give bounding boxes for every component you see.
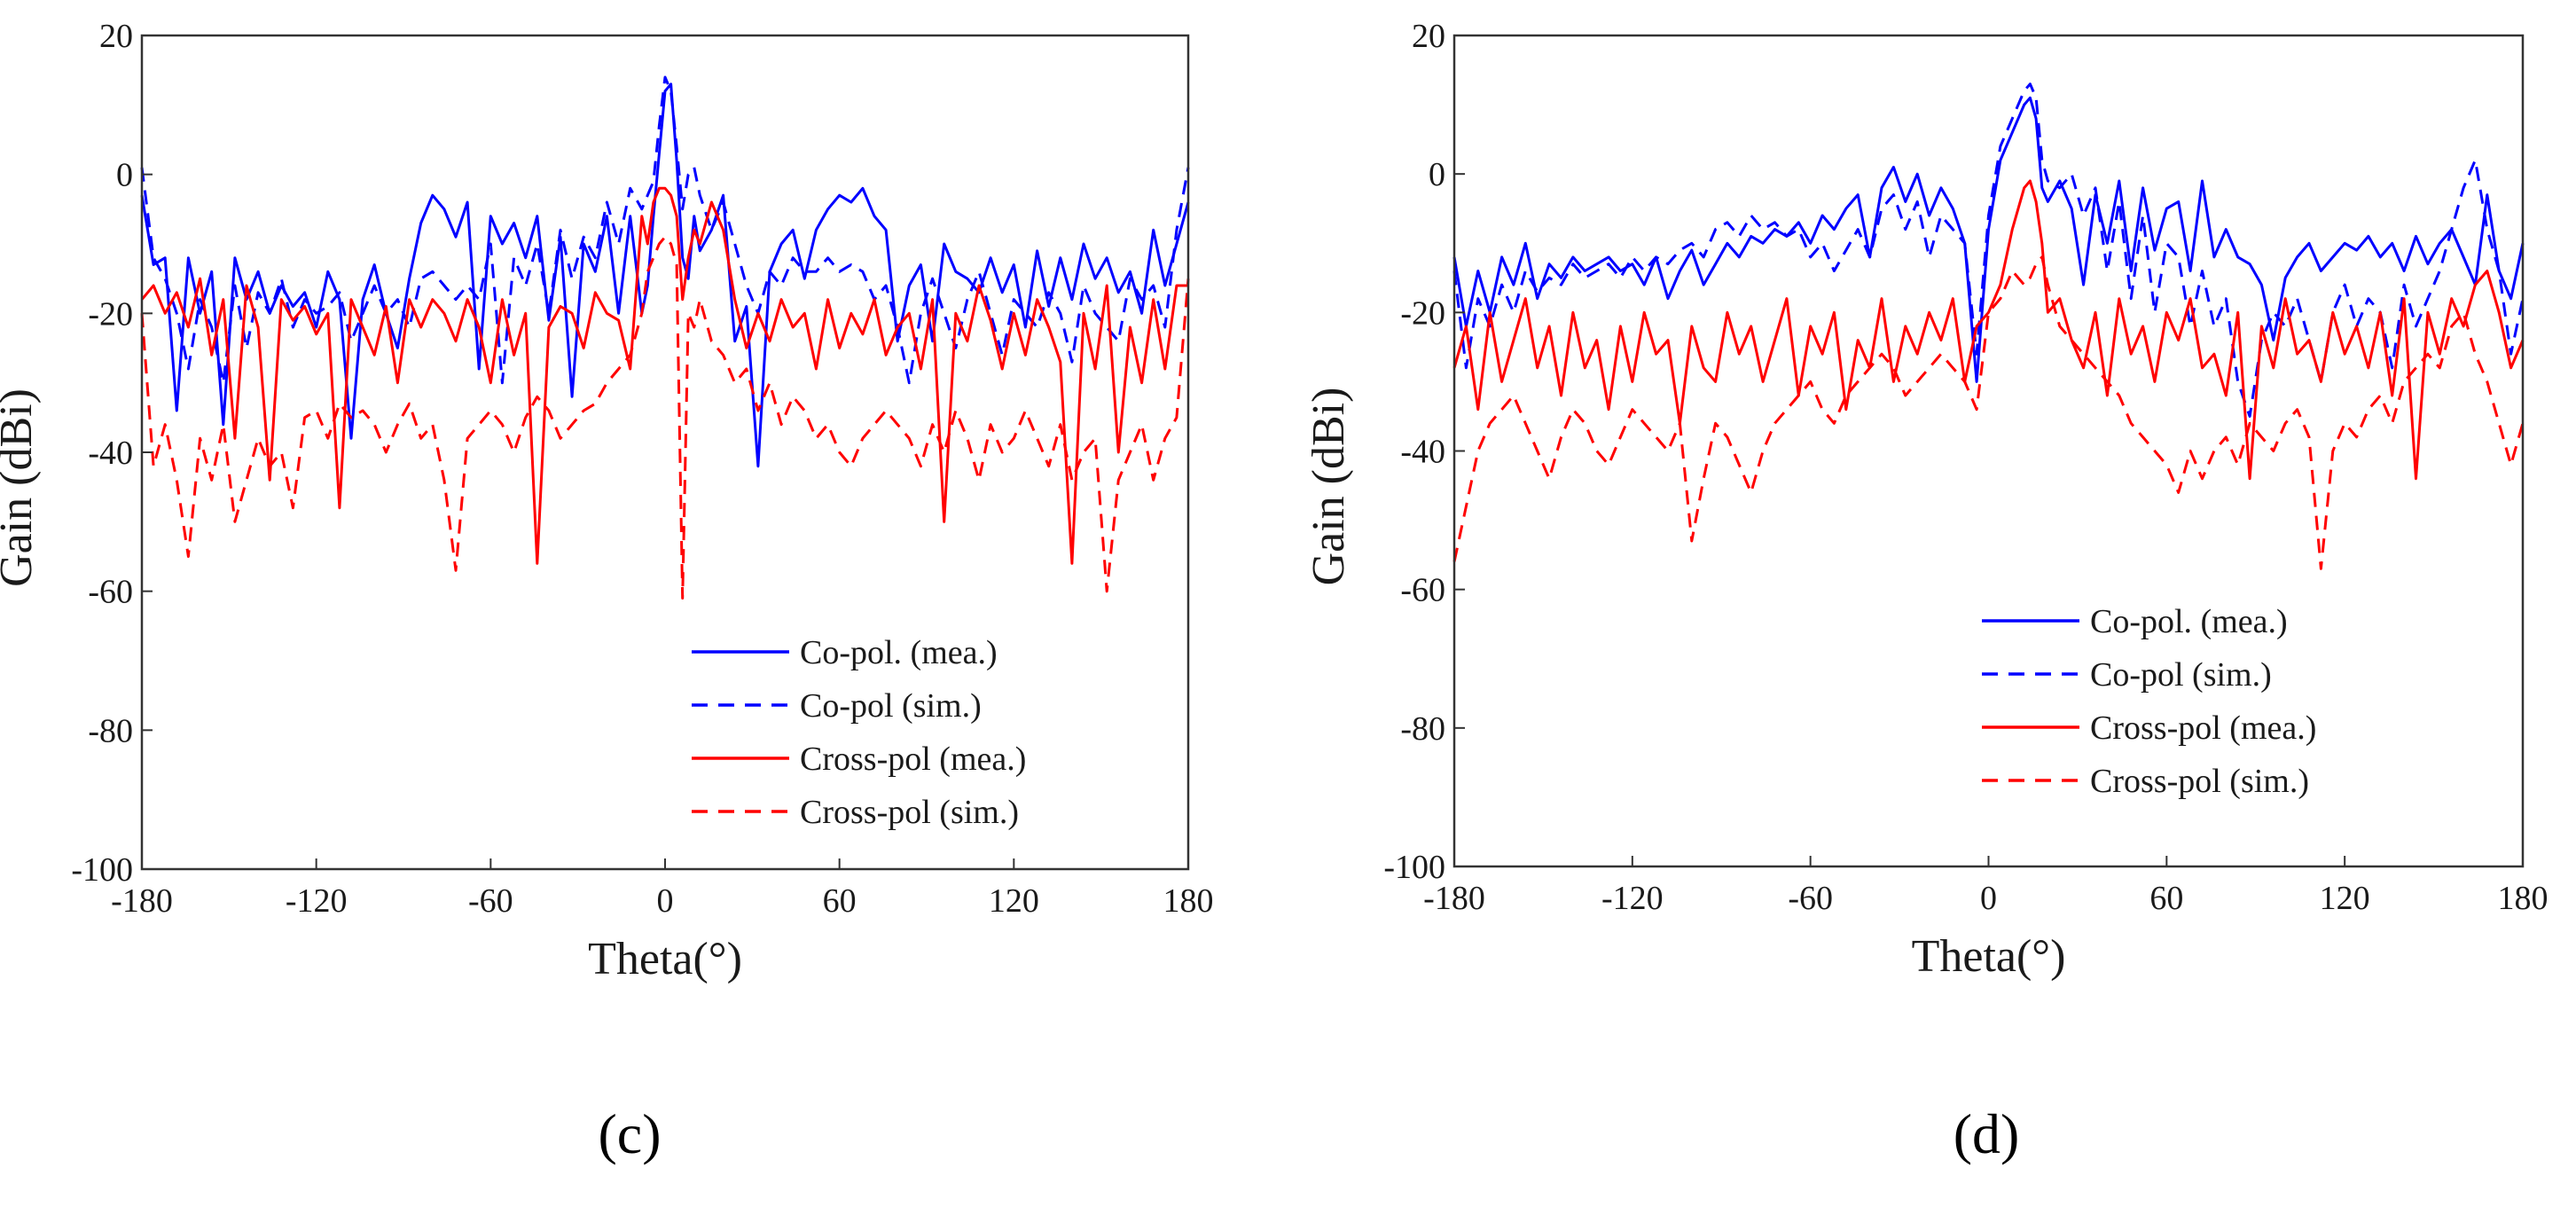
series-line-co-pol-mea: [140, 82, 1190, 468]
tick-marks: [1453, 35, 2524, 867]
y-tick-label: -20: [88, 295, 133, 333]
x-tick-label: 0: [1980, 880, 1997, 917]
series-line-cross-pol-sim: [140, 235, 1190, 600]
legend-label: Cross-pol (sim.): [2090, 763, 2309, 800]
series-line-co-pol-sim: [1452, 82, 2525, 418]
legend-label: Cross-pol (mea.): [2090, 709, 2316, 747]
tick-marks: [141, 35, 1189, 870]
x-tick-label: 60: [2149, 880, 2183, 917]
x-tick-label: -180: [111, 882, 173, 920]
panel-caption-d: (d): [1954, 1102, 2020, 1165]
legend: Co-pol. (mea.) Co-pol (sim.) Cross-pol (me…: [692, 634, 1026, 831]
legend-label: Co-pol (sim.): [2090, 656, 2272, 694]
x-tick-label: 180: [1163, 882, 1214, 920]
y-tick-label: 0: [116, 157, 133, 194]
series-line-co-pol-mea: [1452, 96, 2525, 383]
x-tick-label: -60: [1788, 880, 1833, 917]
tick-labels: -180 -120 -60 0 60 120 180 -100 -80 -60 -40 -20 0 20: [1383, 18, 2548, 917]
x-tick-label: -180: [1423, 880, 1485, 917]
y-tick-label: -20: [1400, 294, 1445, 332]
legend-label: Cross-pol (sim.): [800, 794, 1019, 831]
y-axis-label: Gain (dBi): [0, 388, 42, 587]
y-tick-label: -80: [88, 712, 133, 749]
x-tick-label: 120: [989, 882, 1039, 920]
y-tick-label: 0: [1429, 156, 1445, 193]
y-axis-label: Gain (dBi): [1304, 388, 1354, 586]
y-tick-label: -100: [71, 851, 133, 889]
panel-caption-c: (c): [598, 1102, 661, 1165]
chart-panel-d: -180 -120 -60 0 60 120 180-100-80-60-40-20020 …: [1304, 18, 2549, 1165]
y-tick-label: -60: [88, 574, 133, 611]
y-tick-label: -40: [1400, 434, 1445, 471]
y-tick-label: -100: [1383, 849, 1445, 886]
series-layer: [140, 75, 1190, 600]
y-tick-label: -40: [88, 435, 133, 472]
y-tick-label: -60: [1400, 572, 1445, 609]
series-line-cross-pol-mea: [140, 186, 1188, 565]
series-layer: [1452, 82, 2525, 570]
series-line-cross-pol-mea: [1452, 179, 2525, 481]
legend-label: Co-pol (sim.): [800, 687, 982, 725]
x-tick-label: -120: [286, 882, 348, 920]
legend-label: Co-pol. (mea.): [2090, 603, 2288, 640]
legend-label: Co-pol. (mea.): [800, 634, 998, 671]
series-line-co-pol-sim: [140, 75, 1190, 385]
legend: Co-pol. (mea.) Co-pol (sim.) Cross-pol (me…: [1982, 603, 2316, 800]
x-tick-label: 0: [657, 882, 674, 920]
x-tick-label: 120: [2320, 880, 2370, 917]
y-tick-label: -80: [1400, 710, 1445, 748]
x-axis-label: Theta(°): [588, 934, 742, 984]
x-tick-label: 180: [2498, 880, 2549, 917]
chart-panel-c: -180 -120 -60 0 60 120 180-100-80-60-40-20020 …: [0, 18, 1214, 1165]
legend-label: Cross-pol (mea.): [800, 741, 1026, 778]
x-tick-label: -60: [468, 882, 513, 920]
tick-labels: -180 -120 -60 0 60 120 180 -100 -80 -60 -40 -20 0 20: [71, 18, 1213, 920]
x-axis-label: Theta(°): [1912, 931, 2066, 982]
x-tick-label: -120: [1601, 880, 1664, 917]
y-tick-label: 20: [99, 18, 133, 55]
y-tick-label: 20: [1412, 18, 1445, 55]
x-tick-label: 60: [823, 882, 857, 920]
series-line-cross-pol-sim: [1452, 255, 2525, 570]
